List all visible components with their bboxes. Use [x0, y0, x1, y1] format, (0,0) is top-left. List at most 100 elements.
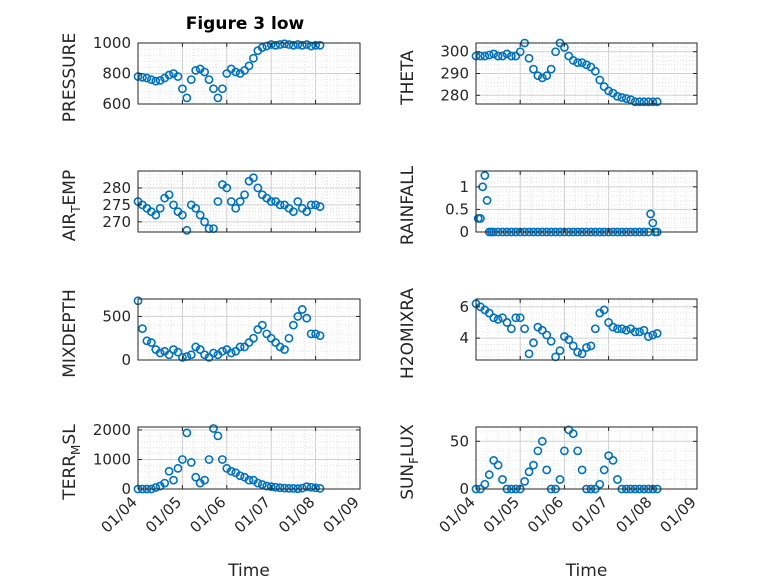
data-point	[266, 482, 276, 492]
data-point	[297, 40, 307, 50]
x-tick-label: 01/07	[231, 493, 274, 536]
data-point	[520, 476, 530, 486]
data-point	[231, 346, 241, 356]
data-point	[529, 64, 538, 74]
data-point	[231, 67, 241, 77]
data-point	[275, 483, 285, 493]
data-point	[568, 341, 578, 351]
y-tick-label: 300	[440, 43, 469, 61]
subplot-6: 0 1000 2000 01/04 01/05 01/06 01/07 01/08 01/09 T…	[60, 421, 363, 581]
data-point	[568, 56, 578, 65]
data-point	[297, 305, 307, 314]
data-point	[226, 197, 236, 206]
data-point	[257, 320, 267, 330]
data-point	[480, 171, 490, 180]
data-point	[155, 75, 165, 85]
data-point	[595, 75, 605, 85]
subplot-4: 0 500 MIXDEPTH	[60, 289, 361, 378]
data-point	[244, 338, 254, 347]
data-point	[590, 324, 600, 334]
data-point	[524, 349, 534, 359]
data-point	[311, 200, 320, 210]
data-point	[502, 318, 512, 327]
y-axis-label: AIRTEMP	[60, 170, 83, 241]
data-point	[222, 69, 232, 78]
x-axis-label: Time	[227, 561, 270, 581]
data-point	[191, 203, 201, 213]
data-point	[217, 84, 227, 94]
data-point	[262, 481, 272, 491]
data-point	[617, 324, 627, 334]
subplot-5: 4 6 H2OMIXRA	[398, 288, 698, 379]
subplot-3: 0 0.5 1 RAINFALL	[398, 165, 698, 245]
y-axis-label: TERRMSL	[60, 424, 83, 501]
data-point	[186, 75, 196, 84]
data-point	[648, 330, 658, 340]
y-axis-label: MIXDEPTH	[60, 289, 80, 378]
data-point	[484, 470, 494, 480]
y-tick-label: 1000	[93, 450, 131, 468]
x-tick-label: 01/05	[480, 493, 523, 536]
data-point	[182, 93, 192, 103]
data-point	[271, 482, 281, 492]
data-point	[573, 58, 583, 68]
data-point	[177, 352, 187, 362]
data-point	[226, 348, 236, 358]
x-axis-label: Time	[565, 561, 608, 581]
x-tick-label: 01/04	[98, 493, 141, 536]
y-axis-label: RAINFALL	[398, 165, 418, 245]
data-point	[155, 348, 165, 358]
data-point	[169, 200, 178, 210]
data-point	[568, 429, 578, 439]
data-point	[177, 455, 187, 464]
subplot-0: 600 800 1000 PRESSURE	[60, 33, 361, 122]
data-point	[582, 343, 591, 352]
y-tick-label: 280	[102, 179, 131, 197]
data-point	[582, 60, 591, 70]
data-point	[306, 482, 316, 492]
data-point	[529, 460, 538, 470]
y-tick-label: 4	[459, 329, 469, 347]
data-point	[284, 40, 294, 49]
y-tick-label: 500	[102, 307, 131, 325]
data-point	[169, 475, 178, 485]
y-axis-label: SUNFLUX	[398, 424, 421, 500]
data-point	[311, 483, 320, 493]
data-point	[284, 333, 294, 343]
data-point	[151, 210, 161, 220]
data-point	[551, 47, 560, 57]
data-point	[489, 49, 499, 59]
y-tick-label: 0	[121, 351, 131, 369]
data-point	[186, 458, 196, 467]
data-point	[613, 324, 622, 334]
data-point	[280, 483, 289, 493]
data-point	[195, 345, 205, 354]
data-point	[626, 95, 636, 105]
y-axis-label: PRESSURE	[60, 33, 80, 122]
data-point	[226, 466, 236, 476]
data-point	[209, 84, 218, 94]
x-tick-label: 01/07	[568, 493, 611, 536]
data-point	[217, 455, 227, 464]
x-tick-label: 01/04	[436, 493, 479, 536]
data-point	[306, 41, 316, 51]
data-point	[311, 40, 320, 50]
data-point	[213, 197, 223, 206]
data-point	[155, 203, 165, 213]
data-point	[652, 329, 662, 338]
data-point	[604, 86, 613, 96]
y-axis-label: H2OMIXRA	[398, 288, 418, 379]
y-tick-label: 2000	[93, 421, 131, 439]
data-point	[542, 465, 552, 475]
data-point	[476, 214, 485, 223]
data-point	[173, 72, 183, 81]
data-point	[182, 428, 192, 438]
data-point	[271, 40, 281, 50]
y-tick-label: 0	[459, 480, 469, 498]
data-point	[302, 40, 312, 49]
data-point	[542, 71, 552, 81]
data-point	[288, 320, 298, 330]
data-point	[621, 325, 631, 335]
